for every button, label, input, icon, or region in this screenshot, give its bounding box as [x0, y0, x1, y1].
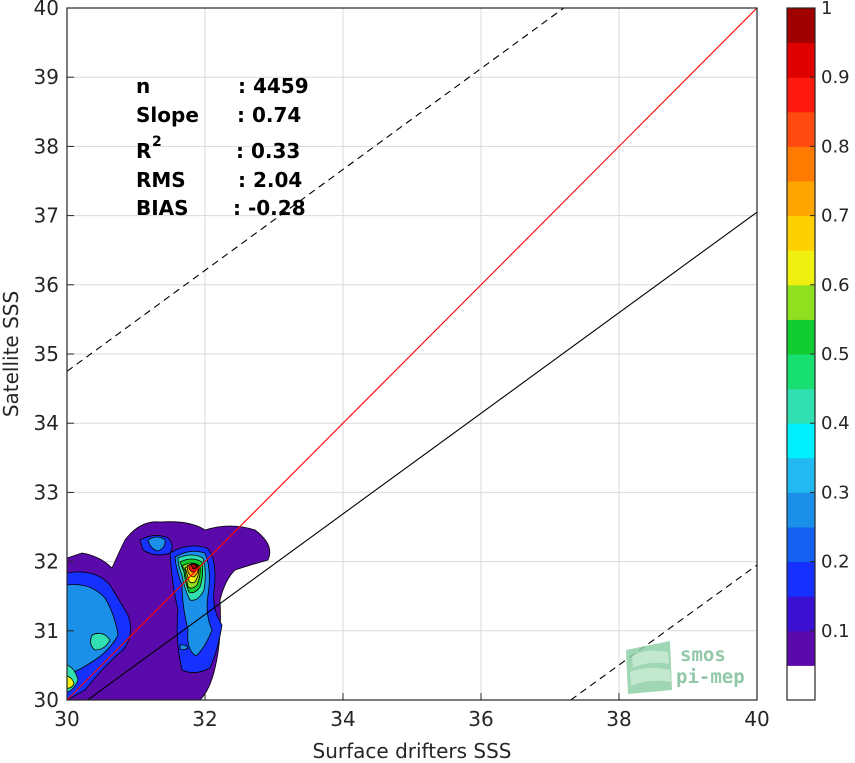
colorbar-band — [787, 561, 815, 597]
colorbar-band — [787, 492, 815, 528]
colorbar-band — [787, 388, 815, 424]
colorbar-tick-label: 0.4 — [821, 413, 850, 434]
colorbar-band — [787, 527, 815, 563]
stat-rms-label: RMS — [136, 168, 186, 192]
reference-line — [570, 564, 757, 700]
x-tick-label: 34 — [330, 707, 355, 731]
y-tick-label: 36 — [34, 273, 59, 297]
x-tick-label: 36 — [468, 707, 493, 731]
stat-bias-value: : -0.28 — [233, 196, 306, 220]
stat-slope-label: Slope — [136, 103, 199, 127]
y-tick-label: 31 — [34, 619, 59, 643]
stat-n-value: : 4459 — [238, 74, 309, 98]
axis-ticks: 30 32 34 36 38 40 30 31 32 33 34 35 36 37 38 39 40 — [34, 0, 770, 731]
x-tick-label: 40 — [744, 707, 769, 731]
colorbar-tick-label: 0.7 — [821, 206, 850, 227]
y-tick-label: 33 — [34, 480, 59, 504]
colorbar-band — [787, 423, 815, 459]
logo-wave-icon — [626, 641, 672, 694]
colorbar-band — [787, 319, 815, 355]
stat-r2-superscript: 2 — [152, 134, 162, 150]
colorbar-band — [787, 181, 815, 217]
colorbar-band — [787, 111, 815, 147]
colorbar-tick-label: 0.2 — [821, 552, 850, 573]
stats-block: n : 4459 Slope : 0.74 R 2 : 0.33 RMS : 2… — [136, 74, 309, 220]
smos-pimep-logo: smos pi-mep — [626, 641, 745, 694]
y-tick-label: 37 — [34, 204, 59, 228]
stat-r2-label: R — [136, 139, 151, 163]
colorbar-tick-label: 0.6 — [821, 275, 850, 296]
colorbar-band — [787, 665, 815, 701]
colorbar-frame — [786, 7, 816, 701]
colorbar-band — [787, 596, 815, 632]
colorbar-band — [787, 250, 815, 286]
colorbar-band — [787, 284, 815, 320]
colorbar-band — [787, 77, 815, 113]
colorbar-band — [787, 146, 815, 182]
x-tick-label: 38 — [606, 707, 631, 731]
y-tick-label: 39 — [34, 65, 59, 89]
y-tick-label: 30 — [34, 688, 59, 712]
reference-line — [87, 211, 757, 700]
y-tick-label: 40 — [34, 0, 59, 20]
y-tick-label: 35 — [34, 342, 59, 366]
x-tick-label: 32 — [192, 707, 217, 731]
reference-line — [67, 8, 565, 372]
colorbar-band — [787, 42, 815, 78]
stat-n-label: n — [136, 74, 150, 98]
colorbar-tick-label: 0.1 — [821, 621, 850, 642]
stat-bias-label: BIAS — [136, 196, 189, 220]
colorbar: 0.1 0.2 0.3 0.4 0.5 0.6 0.7 0.8 0.9 1 — [787, 0, 850, 701]
stat-r2-value: : 0.33 — [236, 139, 300, 163]
stat-slope-value: : 0.74 — [237, 103, 301, 127]
contour-level-10 — [190, 563, 198, 570]
colorbar-tick-label: 0.5 — [821, 344, 850, 365]
y-tick-label: 38 — [34, 134, 59, 158]
colorbar-band — [787, 8, 815, 44]
logo-line1: smos — [680, 644, 726, 666]
reference-lines — [67, 8, 757, 700]
contour-spot-2 — [179, 644, 189, 651]
x-tick-label: 30 — [54, 707, 79, 731]
stat-rms-value: : 2.04 — [238, 168, 302, 192]
colorbar-band — [787, 457, 815, 493]
colorbar-band — [787, 354, 815, 390]
y-axis-label: Satellite SSS — [0, 291, 23, 417]
colorbar-tick-label: 0.3 — [821, 482, 850, 503]
colorbar-band — [787, 215, 815, 251]
colorbar-tick-label: 0.9 — [821, 67, 850, 88]
x-axis-label: Surface drifters SSS — [313, 739, 512, 763]
colorbar-band — [787, 630, 815, 666]
reference-line — [67, 8, 757, 700]
y-tick-label: 32 — [34, 550, 59, 574]
colorbar-tick-label: 0.8 — [821, 136, 850, 157]
colorbar-tick-label: 1 — [821, 0, 832, 19]
contour-spot — [67, 675, 75, 689]
y-tick-label: 34 — [34, 411, 59, 435]
logo-line2: pi-mep — [676, 666, 745, 688]
